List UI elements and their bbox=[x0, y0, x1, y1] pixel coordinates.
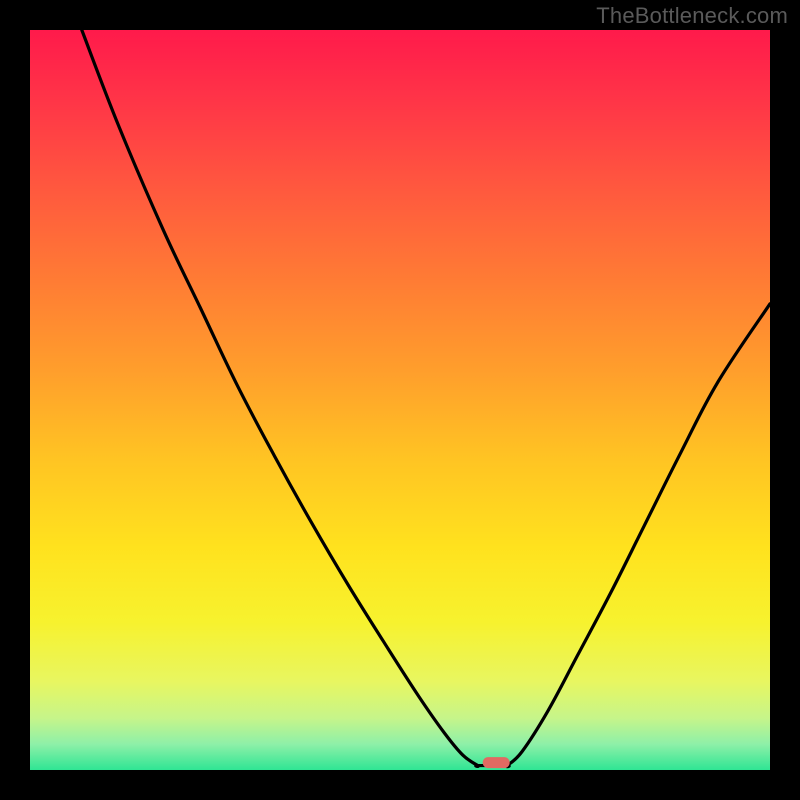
curve-path bbox=[82, 30, 770, 767]
optimal-marker bbox=[483, 757, 510, 769]
bottleneck-curve bbox=[0, 0, 800, 800]
chart-frame: TheBottleneck.com bbox=[0, 0, 800, 800]
